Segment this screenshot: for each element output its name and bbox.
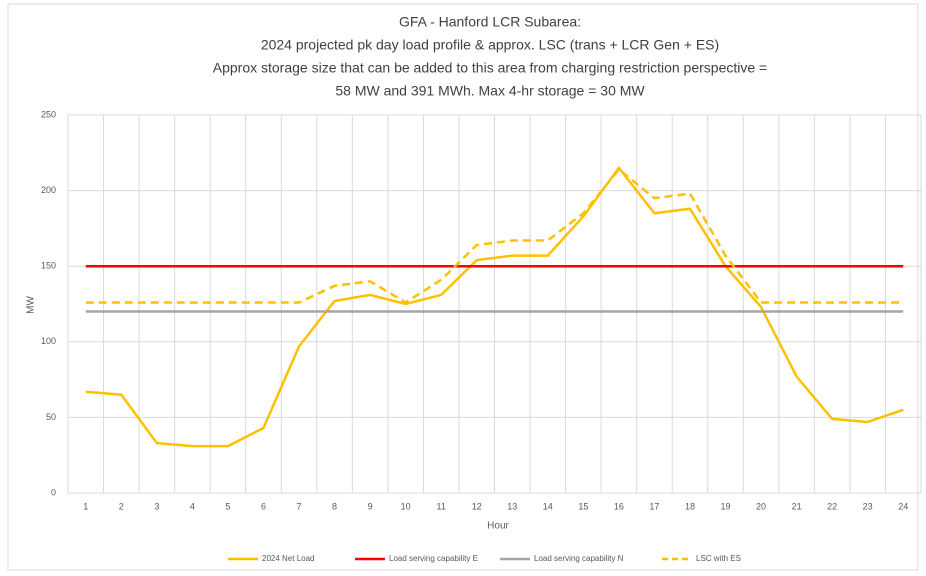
x-tick-label: 19: [721, 501, 731, 511]
x-tick-label: 2: [119, 501, 124, 511]
y-tick-label: 250: [41, 109, 56, 119]
y-axis-label: MW: [26, 296, 37, 314]
x-tick-label: 12: [472, 501, 482, 511]
x-tick-label: 13: [507, 501, 517, 511]
x-tick-label: 7: [297, 501, 302, 511]
legend-label: 2024 Net Load: [262, 554, 315, 563]
x-tick-label: 10: [401, 501, 411, 511]
x-tick-label: 1: [83, 501, 88, 511]
x-tick-label: 4: [190, 501, 195, 511]
x-tick-label: 16: [614, 501, 624, 511]
x-tick-label: 14: [543, 501, 553, 511]
x-tick-label: 6: [261, 501, 266, 511]
y-tick-label: 150: [41, 261, 56, 271]
y-tick-label: 200: [41, 185, 56, 195]
x-tick-label: 3: [154, 501, 159, 511]
x-axis-label: Hour: [487, 521, 509, 532]
chart-title: GFA - Hanford LCR Subarea:: [399, 14, 581, 30]
legend-label: Load serving capability N: [534, 554, 624, 563]
x-tick-label: 24: [898, 501, 908, 511]
y-tick-label: 0: [51, 487, 56, 497]
x-tick-label: 17: [649, 501, 659, 511]
x-tick-label: 15: [578, 501, 588, 511]
chart-title: Approx storage size that can be added to…: [213, 60, 767, 76]
x-tick-label: 5: [225, 501, 230, 511]
x-tick-label: 22: [827, 501, 837, 511]
series-line: [85, 165, 904, 448]
x-tick-label: 23: [863, 501, 873, 511]
chart-frame: [7, 3, 919, 571]
x-tick-label: 18: [685, 501, 695, 511]
x-tick-label: 11: [437, 501, 446, 511]
x-tick-label: 8: [332, 501, 337, 511]
x-tick-label: 20: [756, 501, 766, 511]
x-tick-label: 9: [368, 501, 373, 511]
x-tick-label: 21: [792, 501, 802, 511]
y-tick-label: 50: [46, 412, 56, 422]
series-line: [85, 167, 904, 304]
y-tick-label: 100: [41, 336, 56, 346]
legend-label: Load serving capability E: [389, 554, 478, 563]
legend-label: LSC with ES: [696, 554, 741, 563]
chart-title: 58 MW and 391 MWh. Max 4-hr storage = 30…: [335, 83, 645, 99]
chart-title: 2024 projected pk day load profile & app…: [261, 37, 719, 53]
